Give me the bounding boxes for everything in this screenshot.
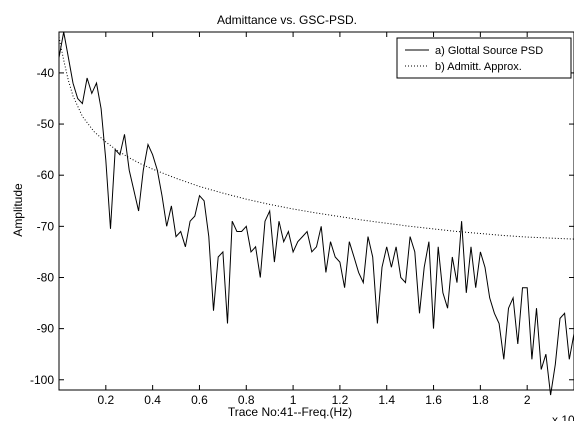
- x-axis-label: Trace No:41--Freq.(Hz): [228, 405, 352, 419]
- legend-box: [396, 37, 572, 79]
- y-tick-label: -60: [37, 168, 55, 182]
- y-tick-label: -70: [37, 219, 55, 233]
- legend-entry: a) Glottal Source PSD: [435, 45, 543, 57]
- x-tick-label: 1.6: [425, 393, 442, 407]
- legend: a) Glottal Source PSD b) Admitt. Approx.: [396, 37, 572, 79]
- x-tick-label: 0.4: [144, 393, 161, 407]
- x-tick-label: 0.8: [238, 393, 255, 407]
- series-layer: [58, 31, 574, 396]
- series-line-glottal-source-psd: [58, 31, 574, 396]
- plot-area: [58, 31, 574, 391]
- x-tick-label: 1.2: [332, 393, 349, 407]
- y-tick-label: -90: [37, 322, 55, 336]
- y-tick-label: -50: [37, 117, 55, 131]
- chart-title: Admittance vs. GSC-PSD.: [217, 13, 357, 27]
- x-tick-label: 1.8: [472, 393, 489, 407]
- tick-layer: 0.2 0.4 0.6 0.8 1 1.2 1.4 1.6 1.8 2 -40 -50 -60 -70 -8…: [30, 32, 574, 407]
- y-axis-label: Amplitude: [11, 183, 25, 237]
- y-tick-label: -80: [37, 270, 55, 284]
- x-tick-label: 1.4: [378, 393, 395, 407]
- y-tick-label: -40: [37, 66, 55, 80]
- y-tick-label: -100: [30, 373, 54, 387]
- legend-entry: b) Admitt. Approx.: [435, 61, 522, 73]
- x-tick-label: 0.6: [191, 393, 208, 407]
- x-tick-label: 2: [524, 393, 531, 407]
- x-multiplier-label: x 10: [552, 413, 574, 421]
- x-tick-label: 0.2: [97, 393, 114, 407]
- series-line-admittance-approx: [58, 36, 574, 240]
- x-tick-label: 1: [290, 393, 297, 407]
